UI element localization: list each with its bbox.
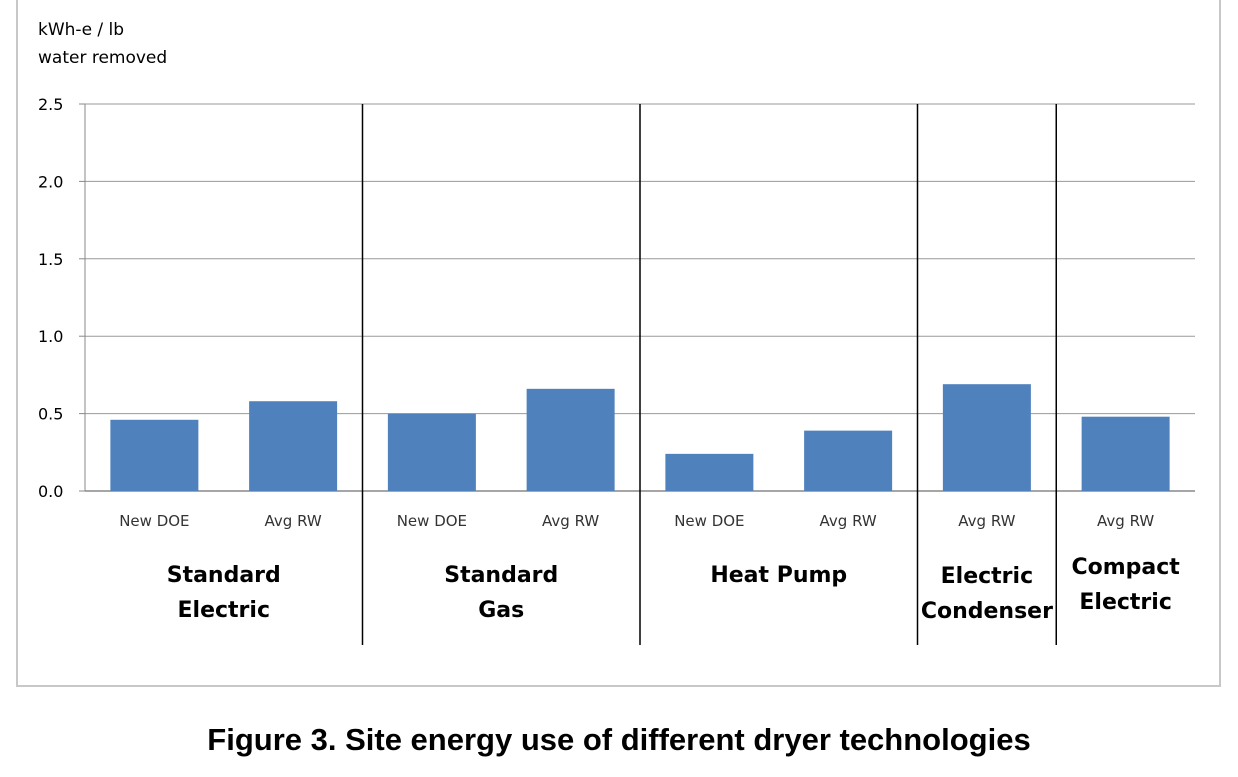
bar <box>804 430 893 491</box>
figure-caption: Figure 3. Site energy use of different d… <box>207 722 1031 757</box>
y-tick-label: 2.0 <box>38 172 63 191</box>
bar-category-label: Avg RW <box>820 512 877 530</box>
bar-category-label: Avg RW <box>265 512 322 530</box>
bar-category-label: New DOE <box>397 512 467 530</box>
group-label: Electric <box>941 564 1033 589</box>
group-label: Heat Pump <box>710 563 847 588</box>
bar-category-label: Avg RW <box>542 512 599 530</box>
bar-category-label: Avg RW <box>1097 512 1154 530</box>
bar <box>110 419 199 491</box>
group-label: Gas <box>478 598 524 623</box>
group-label: Standard <box>444 563 558 588</box>
bar <box>526 388 615 491</box>
group-label: Condenser <box>921 599 1053 624</box>
bar <box>942 384 1031 491</box>
bar-chart: 0.0 0.5 1.0 1.5 2.0 2.5 New DOE Avg RW New DOE Av… <box>38 95 1195 645</box>
y-tick-label: 2.5 <box>38 95 63 114</box>
chart-frame <box>16 0 1221 687</box>
bar <box>665 453 754 491</box>
bar-category-label: New DOE <box>119 512 189 530</box>
bar <box>249 401 338 491</box>
y-tick-label: 1.5 <box>38 250 63 269</box>
bar <box>387 413 476 491</box>
bar <box>1081 416 1170 491</box>
bar-category-label: New DOE <box>674 512 744 530</box>
y-tick-label: 0.5 <box>38 405 63 424</box>
y-axis-label-line1: kWh-e / lb <box>38 20 125 40</box>
group-label: Electric <box>1079 590 1171 615</box>
group-label: Compact <box>1071 555 1180 580</box>
group-label: Electric <box>178 598 270 623</box>
y-tick-label: 0.0 <box>38 482 63 501</box>
bar-category-label: Avg RW <box>958 512 1015 530</box>
group-label: Standard <box>167 563 281 588</box>
y-axis-label-line2: water removed <box>38 48 168 68</box>
y-tick-label: 1.0 <box>38 327 63 346</box>
